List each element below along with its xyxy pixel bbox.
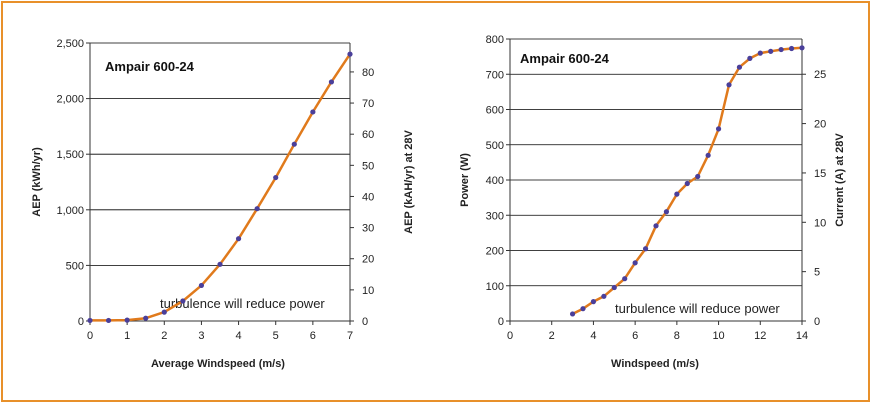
x-tick-label: 10 [712, 330, 724, 342]
data-point [143, 315, 149, 321]
chart-title: Ampair 600-24 [520, 51, 610, 66]
chart-annotation: turbulence will reduce power [615, 301, 780, 316]
data-point [642, 246, 649, 252]
y2-tick-label: 70 [362, 98, 374, 110]
data-point [736, 64, 743, 70]
data-point [684, 180, 690, 187]
y-tick-label: 700 [486, 69, 504, 81]
x-tick-label: 6 [310, 330, 316, 342]
y2-tick-label: 20 [814, 119, 826, 131]
x-axis-label: Average Windspeed (m/s) [151, 358, 285, 370]
data-point [622, 276, 628, 282]
y-tick-label: 800 [486, 34, 504, 46]
x-tick-label: 1 [124, 330, 130, 342]
y2-tick-label: 30 [362, 223, 374, 235]
y2-tick-label: 20 [362, 254, 374, 266]
data-point [254, 206, 260, 212]
chart-annotation: turbulence will reduce power [160, 296, 325, 311]
y2-axis-label: Current (A) at 28V [834, 133, 846, 227]
y-tick-label: 500 [486, 140, 504, 152]
data-point [632, 260, 638, 266]
y-tick-label: 100 [486, 281, 504, 293]
data-point [273, 174, 279, 181]
x-tick-label: 0 [507, 330, 513, 342]
data-point [611, 284, 617, 291]
data-point [235, 236, 242, 242]
y-tick-label: 300 [486, 210, 504, 222]
data-point [788, 45, 795, 52]
data-point [347, 51, 353, 57]
data-point [291, 141, 297, 147]
y-tick-label: 400 [486, 175, 504, 187]
data-point [161, 309, 167, 315]
y-tick-label: 200 [486, 246, 504, 258]
data-point [757, 50, 763, 56]
x-tick-label: 4 [590, 330, 596, 342]
x-tick-label: 8 [674, 330, 680, 342]
data-point [778, 46, 784, 53]
data-point [799, 45, 805, 51]
y-tick-label: 500 [66, 260, 84, 272]
x-tick-label: 14 [796, 330, 808, 342]
data-point [580, 306, 586, 312]
y-tick-label: 0 [498, 316, 504, 328]
y2-tick-label: 50 [362, 160, 374, 172]
y2-tick-label: 5 [814, 267, 820, 279]
x-tick-label: 4 [236, 330, 242, 342]
x-tick-label: 7 [347, 330, 353, 342]
y2-tick-label: 60 [362, 129, 374, 141]
y2-axis-label: AEP (kAH/yr) at 28V [403, 129, 415, 233]
y-tick-label: 2,500 [56, 38, 84, 50]
data-point [663, 209, 670, 215]
x-tick-label: 5 [273, 330, 279, 342]
data-point [747, 55, 753, 61]
data-point [601, 293, 607, 299]
data-point [705, 152, 711, 158]
data-point [726, 82, 732, 88]
data-point [87, 317, 93, 324]
y-tick-label: 2,000 [56, 94, 84, 106]
data-point [715, 126, 722, 132]
y2-tick-label: 40 [362, 191, 374, 203]
data-point [310, 109, 316, 115]
y-tick-label: 600 [486, 105, 504, 117]
y2-tick-label: 0 [362, 316, 368, 328]
x-axis-label: Windspeed (m/s) [611, 358, 699, 370]
y-tick-label: 0 [78, 316, 84, 328]
data-point [180, 298, 186, 304]
x-tick-label: 6 [632, 330, 638, 342]
data-point [328, 79, 335, 85]
data-point [653, 223, 659, 229]
data-point [590, 299, 597, 305]
y-axis-label: Power (W) [459, 153, 471, 207]
data-point [695, 173, 701, 180]
y2-tick-label: 80 [362, 67, 374, 79]
series-line [572, 46, 803, 316]
data-point [105, 317, 112, 324]
y-tick-label: 1,500 [56, 149, 84, 161]
data-point [674, 191, 680, 197]
x-tick-label: 12 [754, 330, 766, 342]
data-point [768, 48, 774, 54]
x-tick-label: 2 [161, 330, 167, 342]
data-point [569, 311, 576, 317]
x-tick-label: 2 [549, 330, 555, 342]
y2-tick-label: 10 [814, 217, 826, 229]
data-point [124, 317, 130, 323]
y-axis-label: AEP (kWh/yr) [31, 147, 43, 217]
data-point [217, 261, 223, 267]
x-tick-label: 0 [87, 330, 93, 342]
y-tick-label: 1,000 [56, 205, 84, 217]
chart-title: Ampair 600-24 [105, 59, 195, 74]
y2-tick-label: 15 [814, 168, 826, 180]
y2-tick-label: 10 [362, 285, 374, 297]
y2-tick-label: 25 [814, 69, 826, 81]
y2-tick-label: 0 [814, 316, 820, 328]
data-point [198, 282, 205, 289]
x-tick-label: 3 [198, 330, 204, 342]
